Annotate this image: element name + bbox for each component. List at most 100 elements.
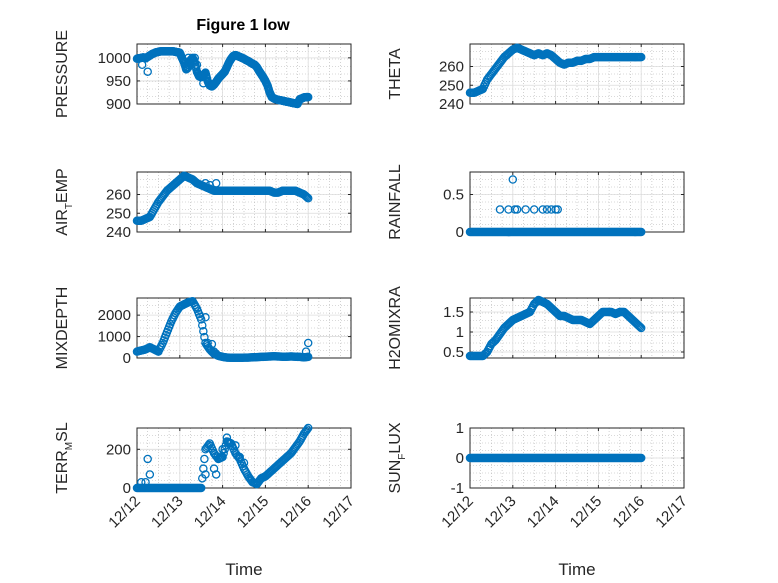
series-points: [132, 47, 313, 109]
y-tick-label: 260: [439, 59, 464, 76]
data-point: [303, 92, 313, 102]
axes-box: [136, 427, 352, 489]
data-point: [196, 315, 206, 324]
y-label-main: PRESSURE: [54, 30, 71, 118]
data-point: [504, 205, 513, 214]
y-tick-label: 250: [439, 77, 464, 94]
data-point: [303, 352, 313, 362]
data-point: [211, 470, 221, 479]
data-point: [521, 205, 530, 214]
y-axis-label: THETA: [387, 48, 404, 100]
y-tick-label: 250: [106, 205, 131, 222]
data-point: [495, 205, 505, 214]
data-point: [239, 458, 249, 468]
data-point: [192, 60, 202, 70]
y-axis-label: RAINFALL: [387, 164, 404, 240]
data-point: [301, 347, 311, 356]
y-axis-label: TERRMSL: [54, 422, 75, 494]
data-point: [538, 205, 548, 214]
chart-rainfall: 0 0.5 RAINFALL: [387, 164, 685, 241]
y-tick-label: 900: [106, 96, 131, 113]
data-point: [137, 477, 146, 487]
y-tick-label: 0.5: [443, 187, 464, 204]
x-tick-label: 12/17: [652, 493, 691, 532]
data-point: [553, 205, 562, 214]
data-point: [199, 326, 208, 336]
data-point: [201, 470, 210, 479]
data-point: [634, 321, 644, 331]
data-point: [143, 454, 152, 464]
y-label-tail: EMP: [54, 168, 71, 203]
series-points: [465, 453, 646, 463]
x-tick-label: 12/14: [191, 493, 230, 532]
y-label-main: THETA: [387, 48, 404, 100]
y-label-main: TERR: [54, 450, 71, 494]
data-point: [201, 178, 210, 188]
data-point: [636, 453, 646, 463]
data-point: [209, 347, 219, 356]
data-point: [302, 193, 312, 202]
data-point: [211, 349, 221, 358]
series-points: [465, 43, 646, 98]
axes-box: [136, 43, 352, 105]
axes-box: [469, 43, 685, 105]
y-tick-label: 0: [123, 480, 131, 497]
x-tick-label: 12/16: [609, 493, 648, 532]
grid: [469, 172, 685, 233]
y-label-sub: T: [64, 203, 75, 209]
y-tick-label: 0: [456, 450, 464, 467]
y-tick-label: 0.5: [443, 344, 464, 361]
y-tick-label: 260: [106, 187, 131, 204]
data-point: [141, 477, 150, 487]
data-point: [137, 60, 147, 70]
y-axis-label: PRESSURE: [54, 30, 71, 118]
x-tick-label: 12/13: [148, 493, 187, 532]
data-point: [184, 53, 193, 63]
y-label-tail: LUX: [387, 422, 404, 453]
data-point: [199, 464, 208, 473]
y-label-sub: M: [64, 442, 75, 450]
data-point: [209, 464, 219, 473]
chart-sunflux: -1 0 1 12/12 12/13 12/14 12/15 12/16 12/17 SUNFLU…: [387, 420, 691, 531]
series-points: [132, 171, 313, 225]
axes-box: [136, 171, 352, 233]
data-point: [145, 470, 155, 479]
y-tick-label: -1: [451, 480, 464, 497]
y-axis-label: SUNFLUX: [387, 422, 408, 493]
y-tick-label: 0: [123, 350, 131, 367]
data-point: [636, 52, 646, 62]
data-point: [303, 338, 313, 348]
y-tick-label: 200: [106, 441, 131, 458]
y-axis-label: MIXDEPTH: [54, 287, 71, 370]
x-tick-label: 12/17: [319, 493, 358, 532]
series-points: [132, 296, 313, 363]
data-point: [508, 175, 518, 184]
data-point: [235, 452, 244, 462]
y-label-main: RAINFALL: [387, 164, 404, 240]
grid: [136, 428, 352, 489]
grid: [469, 44, 685, 105]
data-point: [302, 425, 312, 434]
data-point: [529, 205, 539, 214]
data-point: [636, 227, 646, 237]
series-points: [465, 295, 646, 361]
data-point: [301, 192, 311, 201]
y-tick-label: 1000: [98, 50, 131, 67]
data-point: [303, 193, 313, 203]
series-points: [132, 423, 313, 493]
y-axis-label: H2OMIXRA: [387, 286, 404, 370]
chart-h2omixra: 0.5 1 1.5 H2OMIXRA: [387, 286, 685, 370]
chart-terrmsl: 0 200 12/12 12/13 12/14 12/15 12/16 12/17 TERRMS…: [54, 422, 358, 531]
data-point: [196, 483, 206, 493]
data-point: [198, 321, 207, 330]
data-point: [542, 205, 552, 214]
x-axis-label-left: Time: [225, 560, 262, 579]
y-tick-label: 1.5: [443, 304, 464, 321]
y-tick-label: 240: [439, 96, 464, 113]
y-label-sub: F: [397, 454, 408, 460]
data-point: [199, 78, 208, 88]
data-point: [512, 205, 522, 214]
data-point: [303, 423, 313, 433]
